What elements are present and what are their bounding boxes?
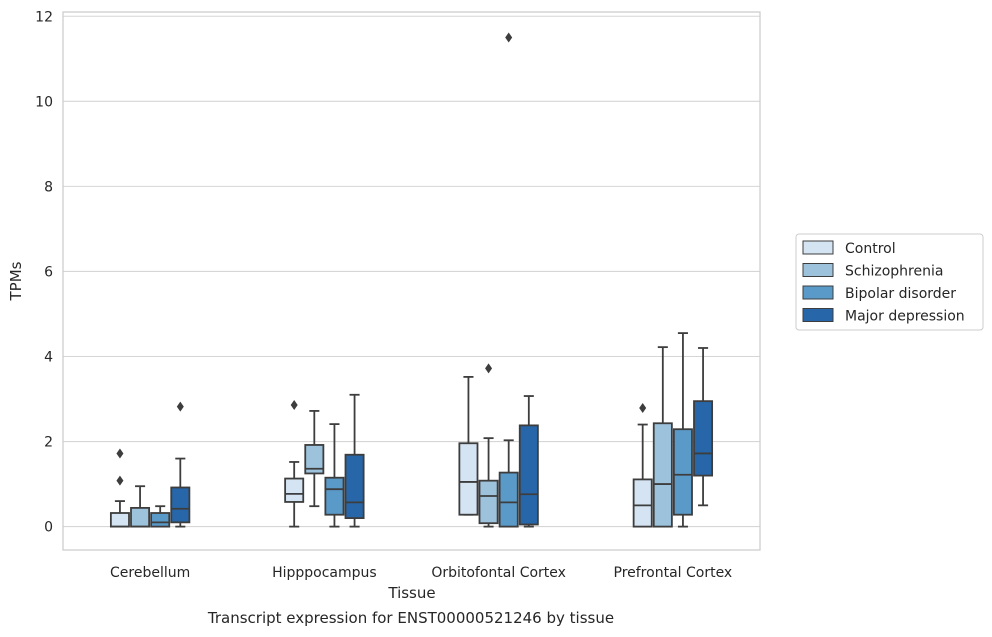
box-body (652, 422, 673, 528)
box (304, 410, 325, 508)
plot-area (62, 11, 761, 551)
box (130, 485, 151, 528)
box-body (344, 453, 365, 520)
box-body (130, 506, 151, 528)
box-body (672, 428, 693, 516)
outlier-point (485, 363, 493, 374)
legend-label: Schizophrenia (845, 264, 943, 280)
y-tick-label: 0 (44, 520, 53, 536)
y-tick-labels: 0 2 4 6 8 10 12 (35, 9, 53, 535)
legend-label: Bipolar disorder (845, 286, 956, 302)
box-body (109, 512, 130, 528)
legend-swatch (802, 285, 834, 300)
x-tick-label: Prefrontal Cortex (614, 565, 733, 581)
legend: Control Schizophrenia Bipolar disorder Majo… (795, 233, 984, 331)
outlier-point (176, 401, 184, 412)
x-tick-labels: Cerebellum Hipppocampus Orbitofontal Corte… (110, 565, 732, 581)
box (632, 402, 653, 528)
legend-swatch (802, 240, 834, 255)
x-tick-label: Cerebellum (110, 565, 190, 581)
box (109, 448, 130, 528)
box (672, 332, 693, 528)
y-tick-label: 6 (44, 264, 53, 280)
x-tick-label: Hipppocampus (272, 565, 377, 581)
outlier-point (116, 475, 124, 486)
legend-items: Control Schizophrenia Bipolar disorder Majo… (802, 240, 965, 325)
box-groups (109, 32, 714, 528)
outlier-point (290, 399, 298, 410)
box (324, 423, 345, 528)
box-body (150, 512, 171, 528)
box-body (518, 424, 539, 526)
y-tick-label: 10 (35, 94, 53, 110)
y-tick-label: 4 (44, 349, 53, 365)
box (284, 399, 305, 528)
y-tick-label: 12 (35, 9, 53, 25)
outlier-point (639, 402, 647, 413)
box (693, 347, 714, 507)
legend-label: Control (845, 241, 896, 257)
box-body (632, 478, 653, 528)
box-body (284, 477, 305, 503)
box-body (304, 444, 325, 475)
box (458, 376, 479, 516)
box-body (170, 486, 191, 524)
figure-caption: Transcript expression for ENST0000052124… (207, 609, 615, 627)
box-body (324, 476, 345, 516)
box (652, 346, 673, 528)
box-body (458, 442, 479, 516)
legend-swatch (802, 263, 834, 277)
box (170, 401, 191, 528)
outlier-point (505, 32, 513, 43)
box (344, 393, 365, 528)
legend-frame (795, 233, 984, 331)
y-axis-label: TPMs (7, 261, 25, 301)
box (518, 395, 539, 528)
box (150, 505, 171, 528)
y-tick-label: 8 (44, 179, 53, 195)
gridlines (63, 15, 760, 528)
box-body (478, 479, 499, 525)
y-tick-label: 2 (44, 435, 53, 451)
box-body (498, 471, 519, 528)
legend-swatch (802, 308, 834, 322)
x-axis-label: Tissue (387, 584, 435, 602)
box (478, 363, 499, 528)
legend-label: Major depression (845, 309, 965, 325)
box-body (693, 400, 714, 477)
box (498, 32, 519, 528)
outlier-point (116, 448, 124, 459)
x-tick-label: Orbitofontal Cortex (431, 565, 566, 581)
